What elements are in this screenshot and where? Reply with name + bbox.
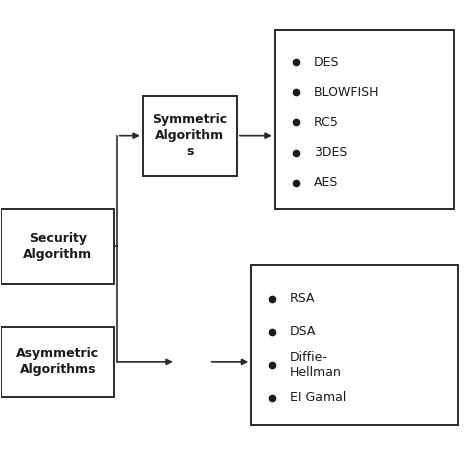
Text: BLOWFISH: BLOWFISH: [314, 86, 379, 99]
Text: RC5: RC5: [314, 116, 339, 129]
Bar: [1, 209, 115, 284]
Text: Asymmetric
Algorithms: Asymmetric Algorithms: [17, 347, 100, 376]
Text: Symmetric
Algorithm
s: Symmetric Algorithm s: [152, 113, 228, 158]
Text: Diffie-
Hellman: Diffie- Hellman: [290, 351, 342, 379]
Bar: [1, 327, 115, 397]
Text: DES: DES: [314, 55, 339, 69]
Text: AES: AES: [314, 176, 338, 189]
Text: 3DES: 3DES: [314, 146, 347, 159]
Text: DSA: DSA: [290, 326, 317, 338]
Bar: [275, 30, 454, 209]
Text: Security
Algorithm: Security Algorithm: [23, 232, 92, 261]
Text: EI Gamal: EI Gamal: [290, 392, 346, 404]
Text: RSA: RSA: [290, 292, 316, 305]
Bar: [143, 96, 237, 176]
Bar: [251, 265, 458, 426]
